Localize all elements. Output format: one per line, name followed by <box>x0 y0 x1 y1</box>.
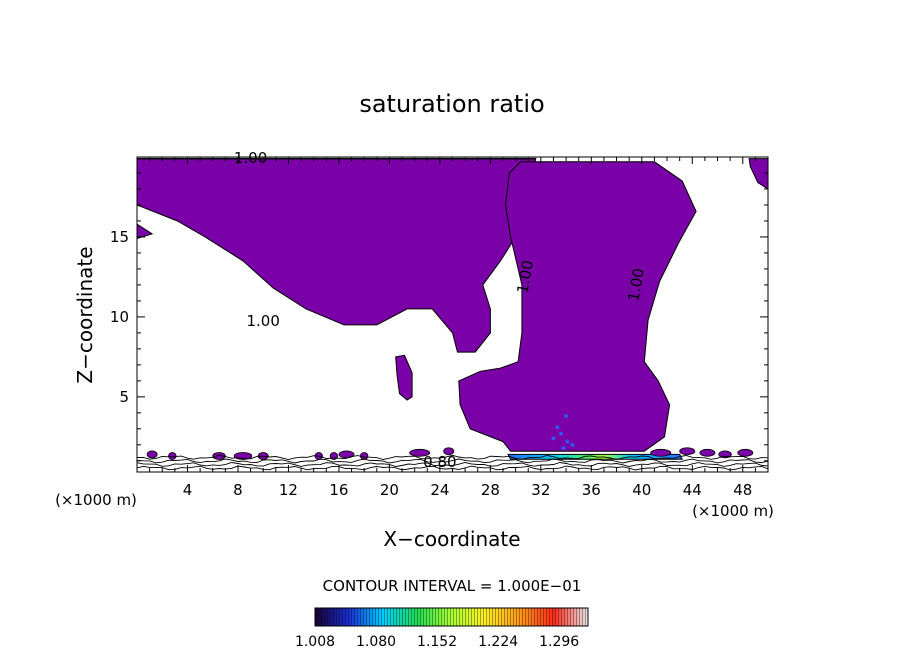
colorbar: 1.008 1.080 1.152 1.224 1.296 <box>295 607 589 650</box>
x-tick-label: 24 <box>430 481 449 499</box>
contour-region <box>395 354 413 401</box>
x-tick-label: 32 <box>531 481 550 499</box>
contour-region <box>748 158 768 190</box>
surface-contour-line <box>137 458 768 464</box>
convective-speckle <box>570 442 575 447</box>
x-tick-label: 16 <box>329 481 348 499</box>
colorbar-tick-label: 1.008 <box>295 634 335 650</box>
surface-cloud-blob <box>443 447 455 456</box>
x-tick-label: 12 <box>279 481 298 499</box>
surface-contour-line <box>137 454 768 460</box>
convective-speckle <box>551 436 556 441</box>
colorbar-tick-label: 1.224 <box>478 634 518 650</box>
colorbar-tick-label: 1.296 <box>539 634 579 650</box>
surface-cloud-blob <box>212 452 226 460</box>
surface-contour-line <box>137 462 768 467</box>
surface-cloud-blob <box>718 450 732 459</box>
contour-interval-text: CONTOUR INTERVAL = 1.000E−01 <box>323 577 582 595</box>
y-axis-ticks: 5 10 15 <box>110 172 768 462</box>
convective-speckle <box>565 439 570 444</box>
contour-region <box>137 223 154 240</box>
x-axis-label: X−coordinate <box>383 527 520 551</box>
x-tick-label: 8 <box>233 481 243 499</box>
x-tick-label: 44 <box>683 481 702 499</box>
x-tick-label: 48 <box>733 481 752 499</box>
colorbar-tick-labels: 1.008 1.080 1.152 1.224 1.296 <box>295 634 579 650</box>
surface-cloud-blob <box>146 450 158 459</box>
surface-cloud-blob <box>737 448 754 457</box>
y-tick-label: 5 <box>119 388 129 406</box>
x-unit-right: (×1000 m) <box>692 502 774 520</box>
surface-cloud-blob <box>650 448 672 457</box>
x-unit-left: (×1000 m) <box>55 491 137 509</box>
chart-title: saturation ratio <box>359 90 544 118</box>
x-tick-label: 20 <box>380 481 399 499</box>
y-axis-label: Z−coordinate <box>73 246 97 383</box>
x-tick-label: 4 <box>183 481 193 499</box>
y-tick-label: 10 <box>110 308 129 326</box>
contour-label: 1.00 <box>624 267 648 303</box>
contour-label: 0.80 <box>423 453 456 471</box>
contour-label: 1.00 <box>513 259 537 295</box>
colorbar-tick-label: 1.080 <box>356 634 396 650</box>
surface-cloud-blob <box>359 452 369 460</box>
x-tick-label: 40 <box>632 481 651 499</box>
y-tick-label: 15 <box>110 228 129 246</box>
colorbar-frame <box>314 607 589 627</box>
surface-cloud-blob <box>168 452 177 460</box>
convective-speckle <box>559 431 564 436</box>
x-tick-label: 28 <box>481 481 500 499</box>
contour-regions <box>137 158 768 460</box>
convective-speckle <box>564 414 569 419</box>
x-tick-label: 36 <box>582 481 601 499</box>
surface-cloud-blob <box>679 447 696 456</box>
contour-region <box>458 161 697 452</box>
colorbar-tick-label: 1.152 <box>417 634 457 650</box>
surface-cloud-blob <box>699 448 716 457</box>
colorbar-stripes <box>315 608 588 626</box>
x-axis-ticks: 4 8 12 16 20 24 28 32 36 40 44 48 <box>149 157 756 499</box>
contour-region <box>137 158 537 353</box>
surface-cloud-blob <box>409 448 431 457</box>
contour-label: 1.00 <box>246 312 279 330</box>
convective-speckle <box>561 446 566 451</box>
convective-speckle <box>555 425 560 430</box>
